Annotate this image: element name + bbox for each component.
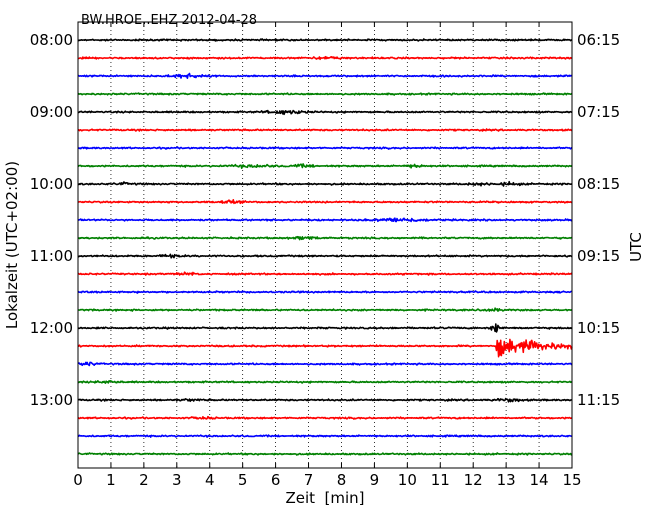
trace-row — [77, 128, 573, 132]
x-tick-label: 2 — [139, 471, 149, 489]
trace-row — [77, 253, 573, 259]
trace-row — [77, 55, 573, 61]
local-time-label: 10:00 — [30, 175, 73, 193]
x-tick-label: 11 — [431, 471, 450, 489]
local-time-labels: 08:00 09:00 10:00 11:00 12:00 13:00 — [30, 31, 83, 409]
x-tick-label: 14 — [530, 471, 549, 489]
trace-row — [77, 217, 573, 223]
trace-row — [77, 38, 573, 42]
trace-row — [77, 271, 573, 276]
x-tick-label: 9 — [370, 471, 380, 489]
x-tick-label: 10 — [398, 471, 417, 489]
x-tick-label: 7 — [304, 471, 314, 489]
x-tick-label: 12 — [464, 471, 483, 489]
trace-row — [77, 235, 573, 241]
trace-row — [77, 290, 573, 294]
x-axis-title: Zeit [min] — [285, 489, 364, 507]
local-time-label: 08:00 — [30, 31, 73, 49]
trace-row — [77, 380, 573, 384]
trace-row — [77, 180, 573, 187]
y-axis-title-left: Lokalzeit (UTC+02:00) — [3, 161, 21, 329]
local-time-label: 12:00 — [30, 319, 73, 337]
utc-time-label: 08:15 — [577, 175, 620, 193]
local-time-label: 09:00 — [30, 103, 73, 121]
utc-time-label: 09:15 — [577, 247, 620, 265]
trace-row — [77, 163, 573, 169]
trace-row — [77, 323, 573, 333]
x-tick-label: 5 — [238, 471, 248, 489]
x-axis-ticks: 0 1 2 3 4 5 6 7 8 9 10 11 12 13 14 15 — [73, 22, 582, 489]
trace-row — [77, 434, 573, 438]
utc-time-label: 07:15 — [577, 103, 620, 121]
x-tick-label: 6 — [271, 471, 281, 489]
utc-time-labels: 06:15 07:15 08:15 09:15 10:15 11:15 — [567, 31, 620, 409]
trace-row — [77, 415, 573, 420]
trace-row — [77, 307, 573, 312]
seismogram-traces — [77, 38, 573, 456]
x-tick-label: 0 — [73, 471, 83, 489]
trace-row — [77, 146, 573, 150]
trace-row — [77, 72, 573, 79]
x-tick-label: 15 — [562, 471, 581, 489]
local-time-label: 11:00 — [30, 247, 73, 265]
chart-title: BW.HROE..EHZ 2012-04-28 — [81, 13, 257, 28]
x-tick-label: 13 — [497, 471, 516, 489]
utc-time-label: 06:15 — [577, 31, 620, 49]
trace-row — [77, 397, 573, 403]
y-axis-title-right: UTC — [627, 232, 645, 262]
x-tick-label: 3 — [172, 471, 182, 489]
x-tick-label: 4 — [205, 471, 215, 489]
x-tick-label: 8 — [337, 471, 347, 489]
trace-row — [77, 92, 573, 96]
trace-row — [77, 452, 573, 456]
utc-time-label: 10:15 — [577, 319, 620, 337]
trace-row — [77, 338, 573, 358]
x-tick-label: 1 — [106, 471, 116, 489]
local-time-label: 13:00 — [30, 391, 73, 409]
plot-frame — [77, 21, 573, 469]
trace-row — [77, 199, 573, 205]
utc-time-label: 11:15 — [577, 391, 620, 409]
trace-row — [77, 109, 573, 116]
trace-row — [77, 361, 573, 367]
